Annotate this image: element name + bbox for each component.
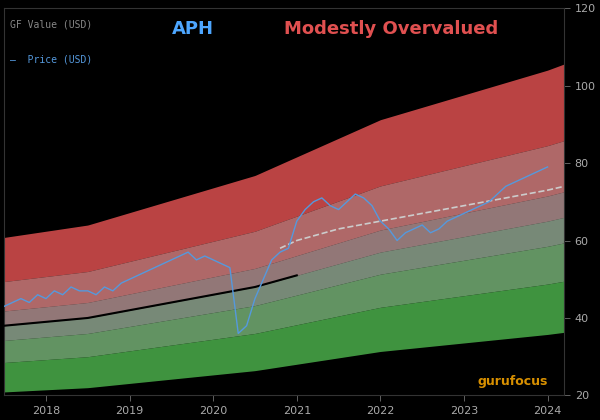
Text: —  Price (USD): — Price (USD): [10, 55, 92, 65]
Text: APH: APH: [172, 20, 214, 38]
Text: Modestly Overvalued: Modestly Overvalued: [284, 20, 499, 38]
Text: gurufocus: gurufocus: [477, 375, 547, 388]
Text: GF Value (USD): GF Value (USD): [10, 20, 92, 30]
